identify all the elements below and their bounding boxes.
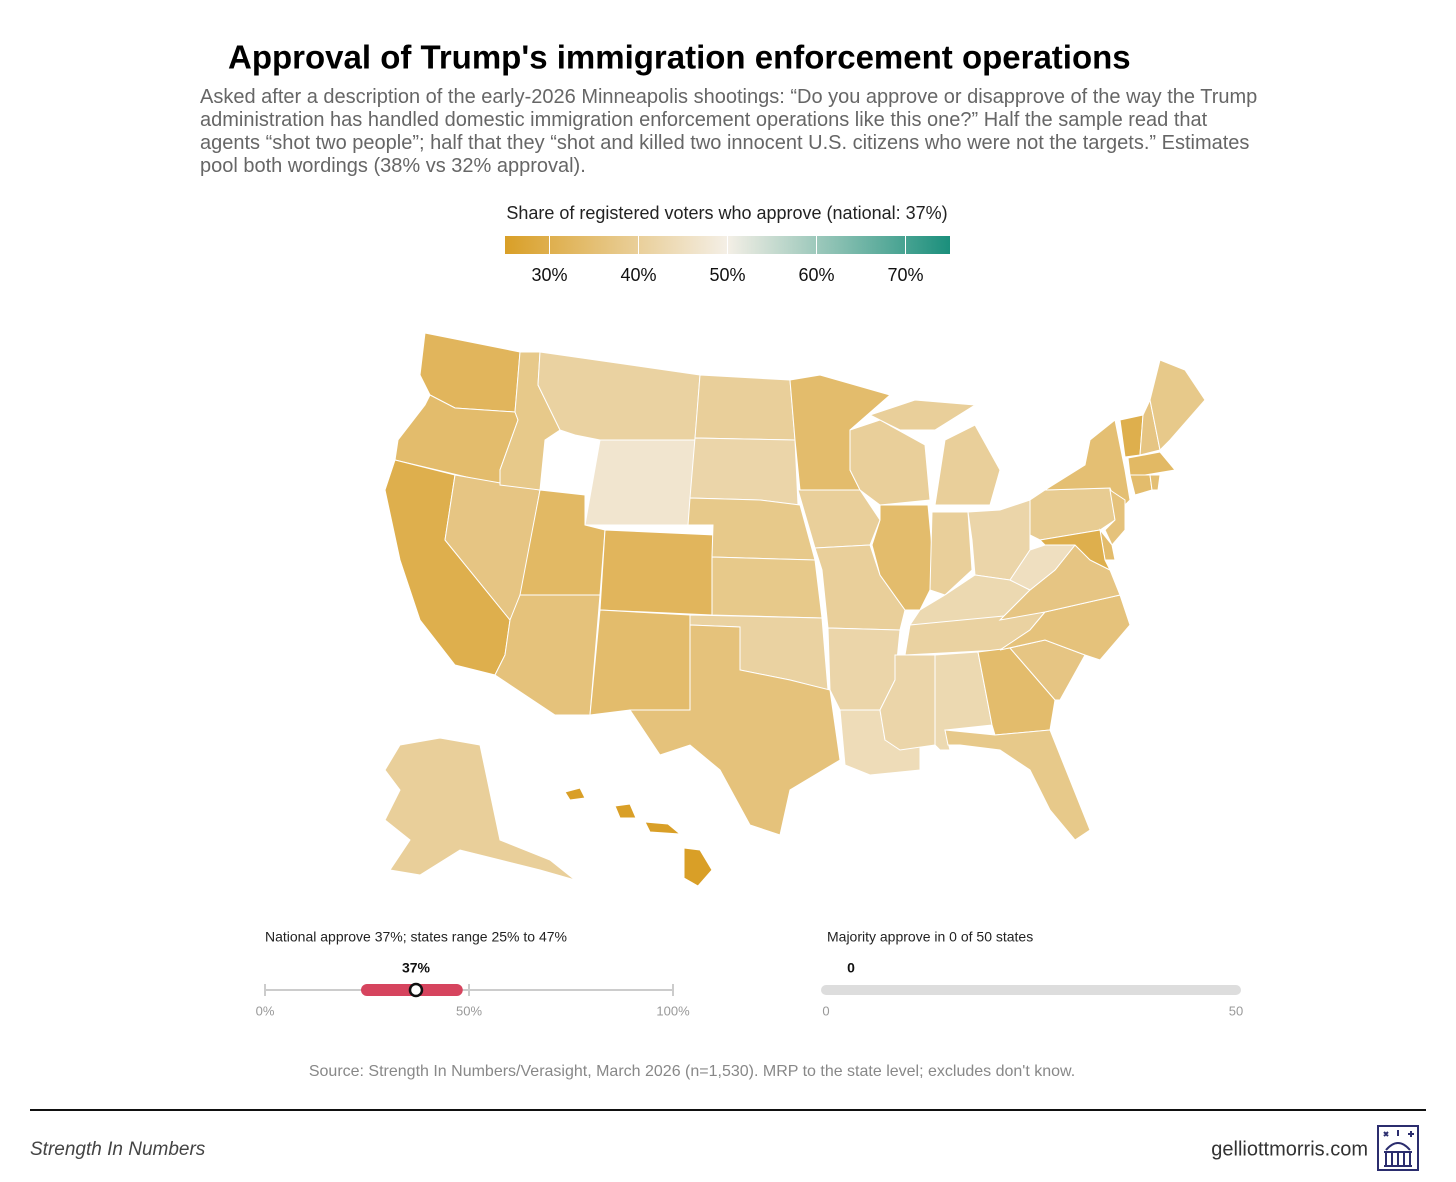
state	[944, 729, 1091, 841]
tick-label: 0%	[256, 1003, 275, 1018]
legend-tick-label: 30%	[531, 265, 567, 285]
state	[494, 594, 601, 716]
legend-title: Share of registered voters who approve (…	[506, 203, 947, 223]
chart-title: Approval of Trump's immigration enforcem…	[228, 39, 1131, 76]
strip-title: National approve 37%; states range 25% t…	[265, 929, 567, 945]
state	[589, 609, 691, 716]
state	[537, 351, 701, 441]
state	[1127, 451, 1176, 476]
logo	[1377, 1125, 1419, 1171]
state	[1119, 414, 1144, 458]
state	[871, 504, 936, 611]
state	[1129, 474, 1153, 496]
legend-tick-label: 50%	[709, 265, 745, 285]
tick-label: 0	[822, 1003, 829, 1018]
state	[564, 787, 713, 887]
subtitle: Asked after a description of the early-2…	[200, 86, 1258, 177]
legend-tick-label: 70%	[887, 265, 923, 285]
state	[868, 399, 1001, 506]
national-dot	[408, 982, 424, 998]
footer-brand: Strength In Numbers	[30, 1139, 206, 1160]
tick-label: 100%	[656, 1003, 690, 1018]
state	[1149, 359, 1206, 452]
state	[599, 529, 716, 616]
tick-label: 50%	[456, 1003, 482, 1018]
legend-tick-label: 60%	[798, 265, 834, 285]
value-label: 0	[847, 960, 855, 976]
state	[689, 437, 799, 506]
map	[384, 332, 1206, 887]
tick-label: 50	[1229, 1003, 1243, 1018]
state	[814, 544, 906, 631]
state	[1149, 474, 1161, 491]
value-label: 37%	[402, 960, 431, 976]
source: Source: Strength In Numbers/Verasight, M…	[309, 1063, 1075, 1080]
state	[999, 594, 1131, 661]
legend-tick-label: 40%	[620, 265, 656, 285]
state	[384, 737, 576, 881]
footer-site: gelliottmorris.com	[1211, 1138, 1368, 1160]
state	[711, 556, 823, 619]
state	[1038, 529, 1112, 572]
state	[584, 439, 696, 526]
state	[694, 374, 796, 441]
state	[797, 489, 881, 549]
state	[629, 624, 841, 836]
strip-title: Majority approve in 0 of 50 states	[827, 929, 1033, 945]
state	[929, 511, 973, 596]
